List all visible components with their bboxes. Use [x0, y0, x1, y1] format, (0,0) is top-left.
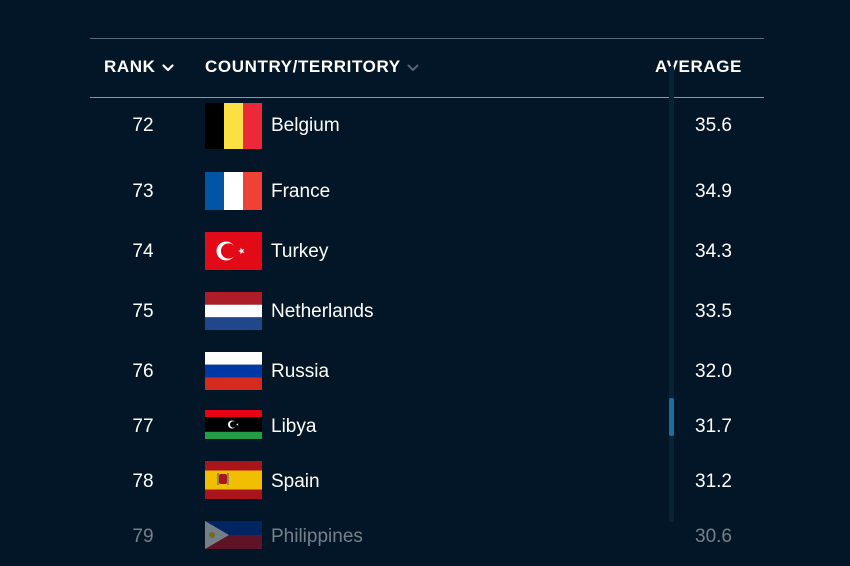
turkey-flag-icon: [205, 232, 262, 270]
country-cell: Russia: [271, 361, 330, 382]
header-divider: [90, 97, 764, 98]
average-cell: 31.2: [695, 471, 732, 492]
russia-flag-icon: [205, 352, 262, 390]
netherlands-flag-icon: [205, 292, 262, 330]
france-flag-icon: [205, 172, 262, 210]
table-row: 74 Turkey 34.3: [90, 223, 750, 283]
table-row: 76 Russia 32.0: [90, 343, 750, 403]
country-cell: Libya: [271, 416, 317, 437]
rank-cell: 79: [132, 526, 154, 547]
rank-cell: 78: [132, 471, 154, 492]
rank-cell: 75: [132, 301, 154, 322]
country-header-label: COUNTRY/TERRITORY: [205, 57, 401, 76]
average-cell: 31.7: [695, 416, 732, 437]
belgium-flag-icon: [205, 103, 262, 149]
rank-cell: 73: [132, 181, 154, 202]
average-cell: 34.9: [695, 181, 732, 202]
rank-cell: 76: [132, 361, 154, 382]
country-cell: Turkey: [271, 241, 329, 262]
average-cell: 33.5: [695, 301, 732, 322]
scrollbar-thumb[interactable]: [669, 398, 674, 436]
table-row: 72 Belgium 35.6: [90, 98, 750, 158]
country-cell: Netherlands: [271, 301, 374, 322]
table-top-divider: [90, 38, 764, 39]
rank-cell: 77: [132, 416, 154, 437]
libya-flag-icon: [205, 410, 262, 439]
table-row: 78 Spain 31.2: [90, 458, 750, 518]
chevron-down-icon: [407, 57, 419, 77]
rank-cell: 72: [132, 115, 154, 136]
chevron-down-icon: [161, 57, 174, 77]
rank-cell: 74: [132, 241, 154, 262]
country-cell: Spain: [271, 471, 320, 492]
philippines-flag-icon: [205, 521, 262, 549]
average-cell: 34.3: [695, 241, 732, 262]
country-cell: Belgium: [271, 115, 340, 136]
spain-flag-icon: [205, 461, 262, 499]
table-row: 77 Libya 31.7: [90, 403, 750, 463]
average-cell: 35.6: [695, 115, 732, 136]
average-header-label: AVERAGE: [654, 57, 742, 76]
average-header: AVERAGE: [655, 57, 742, 77]
table-row: 75 Netherlands 33.5: [90, 283, 750, 343]
average-cell: 30.6: [695, 526, 732, 547]
country-sort-button[interactable]: COUNTRY/TERRITORY: [205, 57, 419, 77]
rank-sort-button[interactable]: RANK: [104, 57, 174, 77]
ranking-table: RANK COUNTRY/TERRITORY AVERAGE 72 Belgiu…: [90, 38, 764, 566]
average-cell: 32.0: [695, 361, 732, 382]
table-body: 72 Belgium 35.6 73 France 34.9 74 Turkey…: [90, 98, 764, 566]
country-cell: France: [271, 181, 331, 202]
table-row: 79 Philippines 30.6: [90, 513, 750, 566]
rank-header-label: RANK: [104, 57, 156, 76]
country-cell: Philippines: [271, 526, 363, 547]
scrollbar-track[interactable]: [669, 66, 674, 522]
table-row: 73 France 34.9: [90, 163, 750, 223]
